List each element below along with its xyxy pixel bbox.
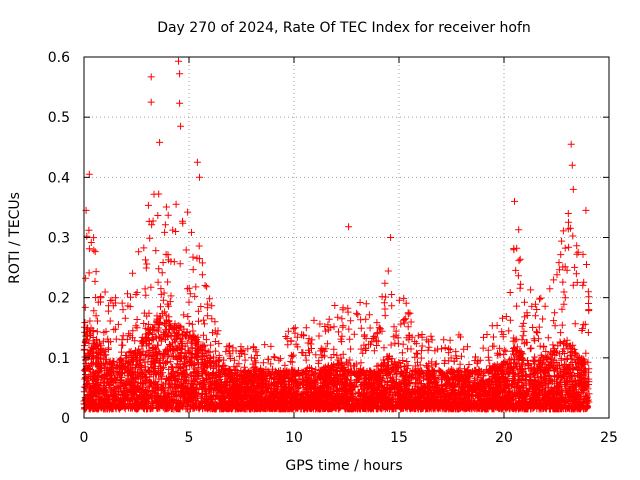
y-tick-label: 0 [61,411,70,427]
axis-ticks: 0 5 10 15 20 25 0 0.1 0.2 0.3 0.4 0.5 0.6 [48,50,618,446]
x-tick-label: 25 [600,430,618,446]
y-tick-label: 0.1 [48,351,70,367]
x-tick-label: 20 [495,430,513,446]
data-points [80,57,593,413]
chart-title: Day 270 of 2024, Rate Of TEC Index for r… [157,20,531,36]
y-tick-label: 0.4 [48,170,70,186]
x-tick-label: 0 [80,430,89,446]
x-tick-label: 15 [390,430,408,446]
y-tick-label: 0.5 [48,110,70,126]
y-tick-label: 0.3 [48,231,70,247]
roti-markers [80,57,593,413]
x-tick-label: 10 [285,430,303,446]
y-tick-label: 0.2 [48,291,70,307]
x-tick-label: 5 [185,430,194,446]
y-tick-label: 0.6 [48,50,70,66]
y-axis-label: ROTI / TECUs [7,192,23,284]
x-axis-label: GPS time / hours [285,458,402,474]
